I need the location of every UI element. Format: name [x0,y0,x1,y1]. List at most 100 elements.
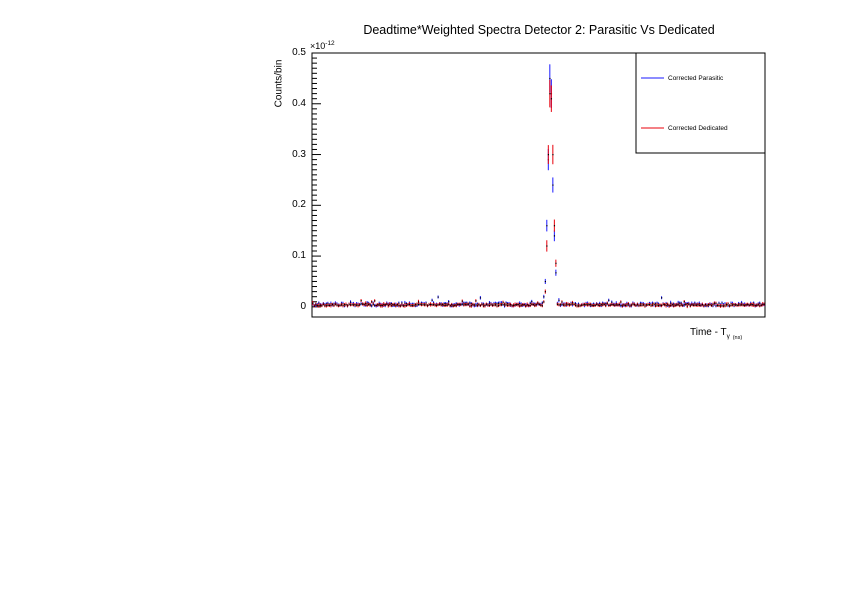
y-exponent-label: ×10-12 [310,40,335,51]
data-point [330,304,332,307]
data-point [404,302,406,304]
data-point [652,304,654,306]
data-point [656,304,658,306]
data-point [404,305,406,307]
data-point [626,304,628,306]
data-point [762,303,764,305]
data-point [419,303,421,305]
data-point [507,304,509,307]
data-point [648,303,651,306]
data-point [759,302,761,304]
data-point [363,303,365,305]
data-point [339,304,341,306]
data-point [455,305,457,307]
data-point [482,303,485,305]
data-point [670,302,672,304]
data-point [615,304,617,306]
data-point [550,98,553,100]
data-point [443,304,445,307]
data-point [312,302,314,304]
data-point [529,305,531,307]
data-point [375,304,377,307]
data-point [561,301,563,303]
data-point [499,304,501,306]
data-point [698,304,701,306]
data-point [431,299,433,301]
data-point [350,304,352,306]
data-point [639,304,642,306]
data-point [638,305,640,307]
data-point [479,297,482,299]
data-point [513,304,515,306]
data-point [359,304,361,306]
data-point [578,305,580,307]
data-point [750,304,752,306]
x-axis-label-sub: γ [726,333,730,340]
data-point [748,304,750,306]
data-point [378,304,380,306]
data-point [667,303,669,305]
series-layer [312,64,765,309]
data-point [319,304,322,306]
data-point [721,305,723,307]
data-point [436,304,438,307]
data-point [313,305,315,307]
data-point [741,304,743,306]
data-point [505,304,507,306]
data-point [730,302,732,305]
data-point [531,303,533,305]
data-point [549,77,551,80]
data-point [602,304,604,306]
data-point [372,303,374,305]
data-point [747,303,749,305]
data-point [420,304,423,306]
data-point [350,301,352,303]
data-point [423,304,426,306]
data-point [478,303,480,306]
data-point [647,304,649,306]
data-point [620,301,622,303]
data-point [632,303,634,305]
data-point [449,305,451,307]
data-point [759,305,761,307]
data-point [356,304,358,306]
data-point [635,304,637,307]
data-point [756,304,758,306]
data-point [475,304,477,306]
data-point [402,305,405,307]
data-point [753,304,755,306]
data-point [739,304,741,306]
data-point [633,304,636,306]
data-point [584,303,586,305]
data-point [662,303,664,305]
data-point [529,302,531,304]
data-point [571,302,574,304]
data-point [691,304,693,306]
data-point [694,302,696,304]
data-point [540,304,542,306]
data-point [701,303,704,306]
data-point [353,304,355,306]
data-point [528,304,530,307]
data-point [564,304,566,306]
data-point [724,303,726,305]
data-point [411,305,414,307]
data-point [366,302,368,304]
data-point [497,302,500,304]
x-axis-label-main: Time - T [690,327,727,338]
data-point [606,302,608,304]
data-point [671,304,673,306]
data-point [390,303,392,305]
data-point [713,302,716,304]
y-axis-ticks [312,52,321,308]
data-point [763,303,765,305]
data-point [609,304,611,306]
data-point [517,304,519,306]
data-point [645,304,648,306]
data-point [623,304,625,306]
data-point [428,303,430,306]
data-point [590,303,592,305]
data-point [425,304,427,306]
data-point [576,305,578,307]
data-point [608,304,610,306]
